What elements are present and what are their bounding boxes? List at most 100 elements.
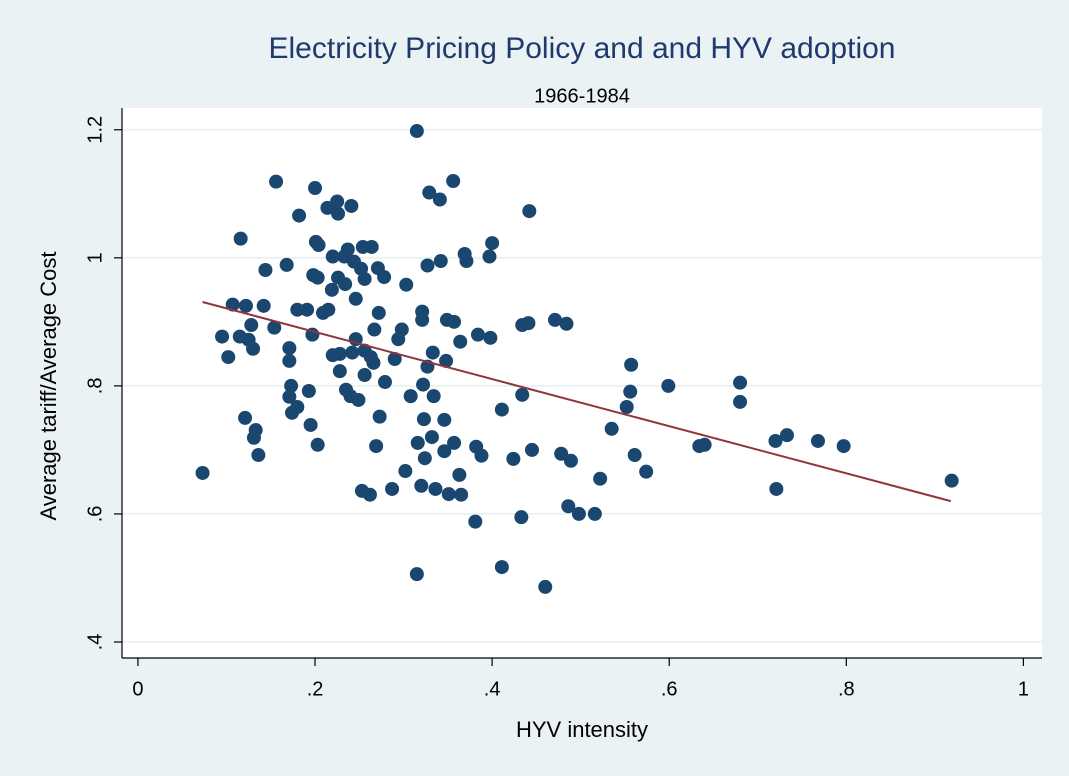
- point: [290, 302, 305, 317]
- point: [454, 487, 469, 502]
- point: [571, 506, 586, 521]
- point: [362, 487, 377, 502]
- point: [420, 258, 435, 273]
- point: [494, 402, 509, 417]
- point: [433, 254, 448, 269]
- point: [248, 423, 263, 438]
- point: [514, 510, 529, 525]
- point: [468, 514, 483, 529]
- point: [282, 353, 297, 368]
- point: [426, 389, 441, 404]
- point: [351, 392, 366, 407]
- point: [409, 567, 424, 582]
- point: [290, 400, 305, 415]
- point: [357, 367, 372, 382]
- point: [416, 377, 431, 392]
- point: [810, 433, 825, 448]
- point: [482, 249, 497, 264]
- point: [459, 254, 474, 269]
- point: [385, 481, 400, 496]
- point: [195, 465, 210, 480]
- point: [661, 378, 676, 393]
- point: [367, 322, 382, 337]
- point: [345, 345, 360, 360]
- x-tick-label: .6: [661, 678, 678, 700]
- point: [428, 481, 443, 496]
- point: [623, 384, 638, 399]
- x-tick-label: .4: [484, 678, 501, 700]
- x-tick-label: .8: [838, 678, 855, 700]
- point: [410, 435, 425, 450]
- point: [515, 387, 530, 402]
- point: [348, 291, 363, 306]
- point: [521, 316, 536, 331]
- point: [836, 439, 851, 454]
- point: [593, 471, 608, 486]
- chart-subtitle: 1966-1984: [534, 85, 630, 107]
- point: [416, 412, 431, 427]
- point: [258, 262, 273, 277]
- point: [398, 464, 413, 479]
- point: [324, 282, 339, 297]
- point: [425, 345, 440, 360]
- y-tick-label: .6: [84, 506, 106, 523]
- point: [330, 194, 345, 209]
- point: [432, 192, 447, 207]
- point: [446, 173, 461, 188]
- point: [447, 314, 462, 329]
- point: [357, 271, 372, 286]
- y-tick-label: .8: [84, 378, 106, 395]
- point: [470, 327, 485, 342]
- point: [279, 257, 294, 272]
- point: [779, 428, 794, 443]
- point: [238, 298, 253, 313]
- point: [303, 417, 318, 432]
- point: [369, 439, 384, 454]
- point: [321, 302, 336, 317]
- point: [769, 481, 784, 496]
- plot-area: [122, 108, 1042, 658]
- x-tick-label: .2: [307, 678, 324, 700]
- point: [624, 357, 639, 372]
- point: [494, 560, 509, 575]
- point: [559, 316, 574, 331]
- point: [587, 506, 602, 521]
- point: [267, 320, 282, 335]
- point: [437, 444, 452, 459]
- point: [485, 236, 500, 251]
- point: [331, 206, 346, 221]
- point: [371, 305, 386, 320]
- point: [619, 400, 634, 415]
- point: [215, 329, 230, 344]
- point: [325, 249, 340, 264]
- point: [627, 448, 642, 463]
- point: [282, 389, 297, 404]
- point: [366, 355, 381, 370]
- point: [768, 433, 783, 448]
- point: [733, 375, 748, 390]
- point: [233, 231, 248, 246]
- point: [483, 330, 498, 345]
- point: [474, 448, 489, 463]
- point: [414, 478, 429, 493]
- point: [256, 298, 271, 313]
- point: [310, 270, 325, 285]
- point: [554, 446, 569, 461]
- point: [308, 181, 323, 196]
- point: [292, 208, 307, 223]
- point: [310, 437, 325, 452]
- point: [522, 204, 537, 219]
- point: [733, 394, 748, 409]
- point: [269, 174, 284, 189]
- x-tick-label: 0: [132, 678, 143, 700]
- chart-title: Electricity Pricing Policy and and HYV a…: [269, 32, 896, 65]
- point: [340, 242, 355, 257]
- point: [452, 467, 467, 482]
- point: [221, 350, 236, 365]
- point: [387, 351, 402, 366]
- x-tick-label: 1: [1018, 678, 1029, 700]
- y-tick-label: 1: [84, 252, 106, 263]
- point: [251, 448, 266, 463]
- point: [447, 435, 462, 450]
